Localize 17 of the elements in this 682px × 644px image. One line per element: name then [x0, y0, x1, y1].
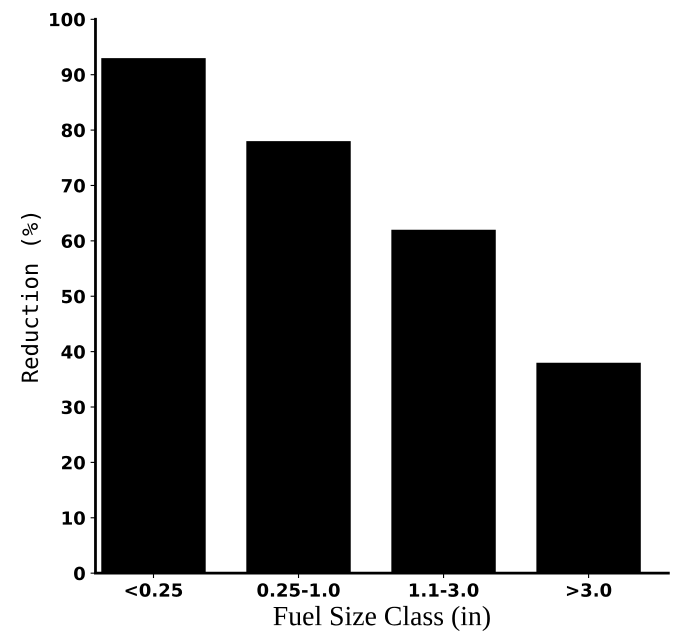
- y-tick-label: 0: [74, 566, 85, 580]
- y-tick-label: 60: [62, 234, 85, 248]
- y-axis-title: Reduction (%): [21, 214, 41, 382]
- y-tick-label: 20: [62, 456, 85, 470]
- y-tick-label: 70: [62, 178, 85, 193]
- y-tick-label: 10: [62, 511, 85, 525]
- y-tick-label: 90: [62, 68, 85, 82]
- x-tick-label: 0.25-1.0: [257, 583, 340, 597]
- y-tick-label: 100: [50, 12, 85, 26]
- y-tick-label: 80: [62, 124, 85, 138]
- x-tick-label: <0.25: [126, 583, 182, 597]
- x-axis-title: Fuel Size Class (in): [274, 606, 490, 632]
- y-tick-label: 30: [62, 400, 85, 414]
- x-tick-label: 1.1-3.0: [410, 583, 478, 597]
- y-tick-label: 50: [62, 290, 85, 304]
- y-tick-label: 40: [61, 345, 85, 359]
- x-tick-label: >3.0: [566, 583, 612, 597]
